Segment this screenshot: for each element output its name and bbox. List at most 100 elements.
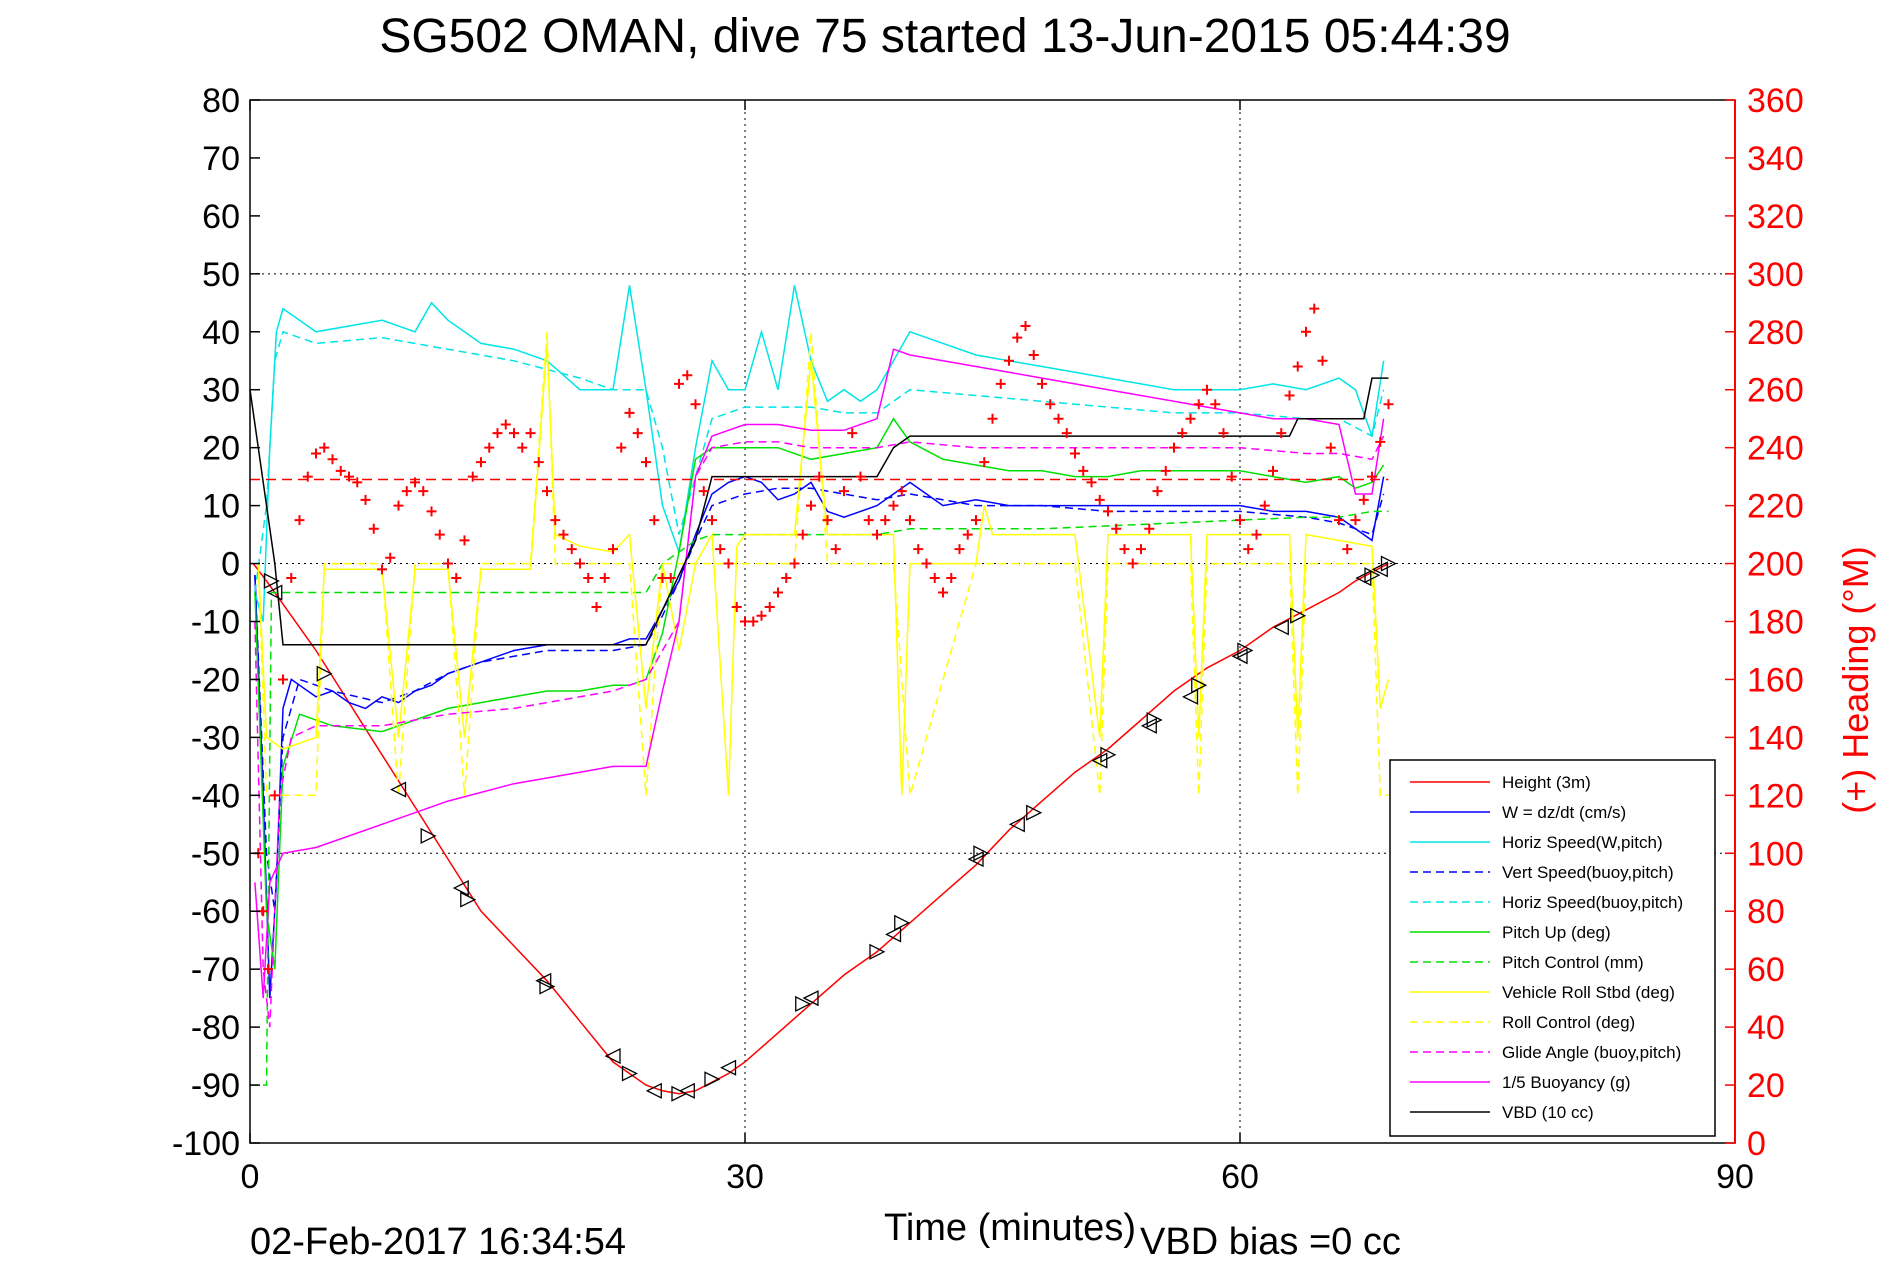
heading-point [872,529,882,540]
y2-tick-label: 240 [1747,430,1804,468]
heading-point [410,477,420,488]
y-axis-right-label: (+) Heading (°M) [1835,546,1876,813]
footer-vbd-bias: VBD bias =0 cc [1140,1221,1401,1262]
heading-point [1111,523,1122,534]
heading-point [492,428,503,439]
y2-tick-label: 300 [1747,256,1804,294]
heading-point [1367,471,1377,482]
y2-tick-label: 60 [1747,951,1785,989]
x-tick-label: 30 [726,1158,764,1196]
heading-point [641,457,651,468]
heading-point [344,471,354,482]
triangle-marker [802,990,819,1007]
series-line [252,562,1389,1095]
heading-point [814,471,825,482]
heading-point [269,790,280,801]
heading-point [1127,558,1138,569]
heading-point [674,378,684,389]
triangle-marker [1237,642,1254,659]
series-layer [249,285,1390,1095]
heading-point [311,448,321,459]
heading-point [1276,428,1287,439]
heading-point [1086,477,1097,488]
y-tick-label: 30 [202,372,240,410]
triangle-marker [1371,561,1388,578]
heading-point [550,515,561,526]
heading-point [1144,523,1155,534]
heading-point [1243,544,1254,555]
series-line [254,285,1385,622]
y2-tick-label: 220 [1747,488,1804,526]
triangle-marker [720,1059,737,1076]
heading-point [1103,506,1113,517]
y-tick-label: -60 [191,893,240,931]
heading-point [319,442,330,453]
legend-entry: 1/5 Buoyancy (g) [1502,1073,1631,1092]
heading-point [583,573,594,584]
triangle-marker [420,827,437,844]
y2-tick-label: 0 [1747,1125,1766,1163]
heading-point [1334,515,1344,526]
heading-point [913,544,924,555]
triangle-marker [390,781,407,798]
heading-point [484,442,495,453]
heading-point [962,529,973,540]
heading-point [773,587,783,598]
heading-point [327,454,338,465]
heading-point [748,616,759,627]
triangle-marker [604,1048,621,1065]
heading-point [797,529,808,540]
heading-point [1152,486,1163,497]
heading-point [839,486,849,497]
series-line [254,487,1385,912]
heading-point [1004,355,1014,366]
heading-point [1309,303,1320,314]
triangle-marker [1191,677,1208,694]
heading-point [500,419,511,430]
legend: Height (3m) W = dz/dt (cm/s) Horiz Speed(W… [1389,759,1716,1137]
legend-entry: Pitch Control (mm) [1502,953,1644,972]
heading-point [352,477,363,488]
y-tick-label: 70 [202,140,240,178]
heading-point [1185,413,1196,424]
heading-point [1251,529,1262,540]
triangle-marker [539,978,556,995]
y2-tick-label: 200 [1747,546,1804,584]
heading-point [599,573,610,584]
y2-tick-label: 20 [1747,1067,1785,1105]
heading-point [929,573,940,584]
y-tick-label: 60 [202,198,240,236]
heading-point [1284,390,1295,401]
legend-entry: Pitch Up (deg) [1502,923,1611,942]
heading-point [756,610,767,621]
heading-point [1235,515,1245,526]
y-axis-right: 0 20 40 60 80 100 120 140 160 180 200 220 240 260 280 3… [1725,82,1804,1163]
heading-point [443,558,453,569]
x-axis-label: Time (minutes) [884,1207,1136,1249]
triangle-marker [1355,569,1372,587]
heading-point [723,558,734,569]
triangle-marker [1272,619,1289,636]
heading-point [1202,384,1212,395]
heading-point [533,457,544,468]
heading-point [335,465,346,476]
heading-point [434,529,445,540]
heading-point [263,964,274,975]
y-tick-label: -50 [191,835,240,873]
x-tick-label: 90 [1716,1158,1754,1196]
heading-point [401,486,412,497]
heading-point [781,573,792,584]
triangle-marker [263,572,280,589]
triangle-marker [1026,804,1043,821]
triangle-marker [266,584,283,601]
heading-point [525,428,536,439]
heading-point [1053,413,1064,424]
y-tick-label: 80 [202,82,240,120]
triangle-marker [671,1085,688,1102]
heading-point [1061,428,1072,439]
heading-point [575,558,585,569]
triangle-marker [1100,746,1117,763]
heading-point [542,486,552,497]
y2-tick-label: 160 [1747,661,1804,699]
